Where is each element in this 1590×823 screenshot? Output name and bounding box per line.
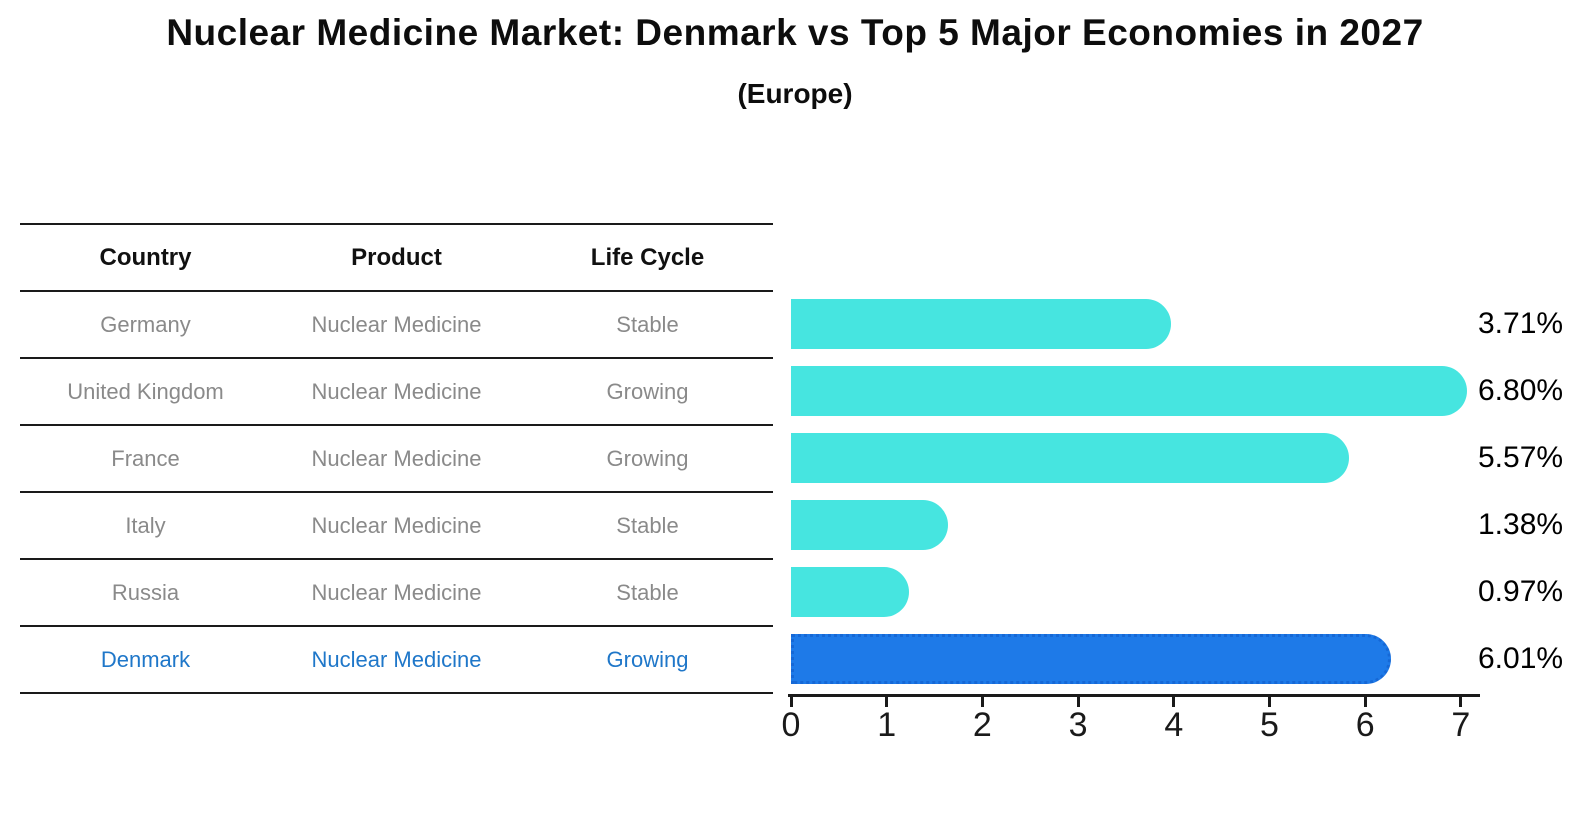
table-cell-country: United Kingdom [67,378,224,404]
table-cell-country: Italy [125,512,166,538]
table-cell-country: France [111,445,180,471]
table-row-germany: Germany Nuclear Medicine Stable [20,292,773,359]
table-cell-product: Nuclear Medicine [311,378,482,404]
table-cell-life-cycle: Growing [606,646,689,672]
table-cell-country: Germany [100,311,191,337]
chart-title: Nuclear Medicine Market: Denmark vs Top … [166,12,1424,53]
value-label-russia: 0.97% [1478,574,1564,608]
value-label-italy: 1.38% [1478,507,1564,541]
value-label-germany: 3.71% [1478,306,1564,340]
bar-russia [791,566,909,617]
chart-subtitle: (Europe) [737,78,853,109]
table-cell-country: Russia [111,579,180,605]
table-cell-product: Nuclear Medicine [311,579,482,605]
x-axis-line [788,694,1480,697]
table-header-country: Country [99,243,192,271]
x-tick-label: 1 [877,706,897,744]
value-label-denmark: 6.01% [1478,641,1564,675]
table-cell-life-cycle: Growing [606,445,689,471]
x-tick [1363,697,1367,707]
table-cell-life-cycle: Stable [616,579,679,605]
table-row-france: France Nuclear Medicine Growing [20,426,773,493]
x-tick-label: 2 [972,706,992,744]
table-cell-product: Nuclear Medicine [311,512,482,538]
bar-denmark [791,633,1392,684]
x-tick [885,697,889,707]
x-tick [1172,697,1176,707]
table-cell-product: Nuclear Medicine [311,646,482,672]
x-tick [980,697,984,707]
x-tick-label: 4 [1164,706,1184,744]
x-tick [789,697,793,707]
country-table: Country Product Life Cycle Germany Nuclea… [20,223,773,694]
bar-germany [791,298,1172,349]
table-cell-life-cycle: Stable [616,311,679,337]
bar-italy [791,499,949,550]
value-label-france: 5.57% [1478,440,1564,474]
x-tick-label: 0 [781,706,801,744]
x-tick-label: 6 [1355,706,1375,744]
bar-united-kingdom [791,365,1467,416]
table-body: Germany Nuclear Medicine Stable United King… [20,292,773,694]
table-cell-product: Nuclear Medicine [311,311,482,337]
x-tick-label: 3 [1068,706,1088,744]
table-header-product: Product [351,243,442,271]
table-header-row: Country Product Life Cycle [20,223,773,292]
table-row-denmark: Denmark Nuclear Medicine Growing [20,627,773,694]
table-header-life-cycle: Life Cycle [590,243,705,271]
x-tick-label: 7 [1451,706,1471,744]
table-cell-life-cycle: Growing [606,378,689,404]
table-cell-product: Nuclear Medicine [311,445,482,471]
table-row-united-kingdom: United Kingdom Nuclear Medicine Growing [20,359,773,426]
bar-france [791,432,1350,483]
x-tick-label: 5 [1260,706,1279,744]
x-tick [1076,697,1080,707]
x-tick [1268,697,1271,707]
value-label-united-kingdom: 6.80% [1478,373,1564,407]
table-row-russia: Russia Nuclear Medicine Stable [20,560,773,627]
table-cell-country: Denmark [100,646,191,672]
table-cell-life-cycle: Stable [616,512,679,538]
x-tick [1459,697,1463,707]
table-row-italy: Italy Nuclear Medicine Stable [20,493,773,560]
